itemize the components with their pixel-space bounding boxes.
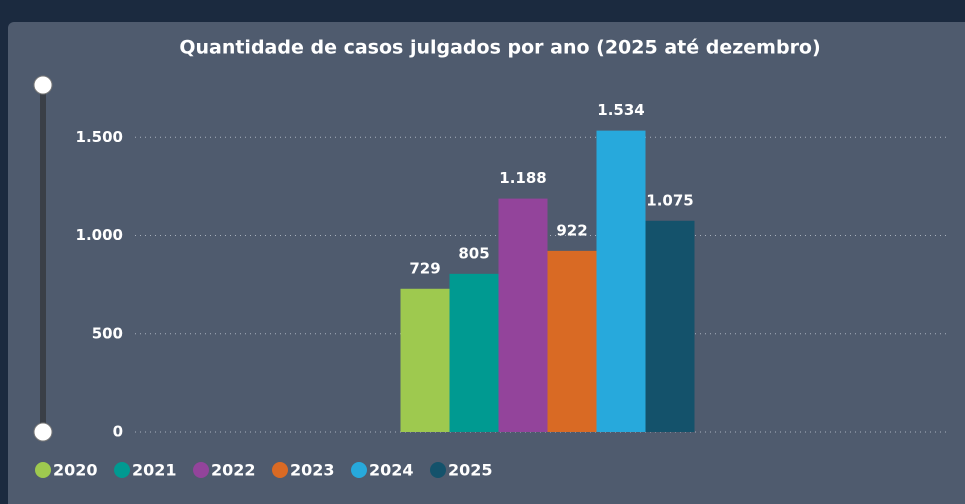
bar [645, 220, 695, 432]
legend-label: 2023 [290, 461, 335, 480]
bar [449, 273, 499, 432]
data-label: 1.534 [597, 101, 644, 119]
y-tick-label: 1.500 [76, 128, 123, 146]
bar [596, 130, 646, 432]
legend-label: 2022 [211, 461, 256, 480]
y-tick-label: 1.000 [76, 226, 123, 244]
data-label: 922 [556, 221, 587, 239]
y-tick-label: 500 [92, 324, 123, 342]
legend-marker [35, 462, 51, 478]
legend-marker [114, 462, 130, 478]
slider-handle[interactable] [33, 422, 53, 442]
data-label: 1.188 [499, 169, 546, 187]
range-slider[interactable] [33, 75, 53, 442]
bar [547, 250, 597, 432]
y-tick-label: 0 [113, 423, 123, 441]
legend-label: 2020 [53, 461, 98, 480]
chart-title: Quantidade de casos julgados por ano (20… [179, 37, 820, 59]
legend-label: 2025 [448, 461, 493, 480]
legend-marker [193, 462, 209, 478]
bar [498, 198, 548, 432]
data-label: 729 [409, 259, 440, 277]
legend-marker [430, 462, 446, 478]
slider-track [40, 85, 46, 432]
legend-label: 2021 [132, 461, 177, 480]
legend-marker [272, 462, 288, 478]
legend-label: 2024 [369, 461, 414, 480]
slider-handle[interactable] [33, 75, 53, 95]
panel [8, 22, 965, 504]
data-label: 1.075 [646, 191, 693, 209]
bar [400, 288, 450, 432]
legend-marker [351, 462, 367, 478]
data-label: 805 [458, 244, 489, 262]
